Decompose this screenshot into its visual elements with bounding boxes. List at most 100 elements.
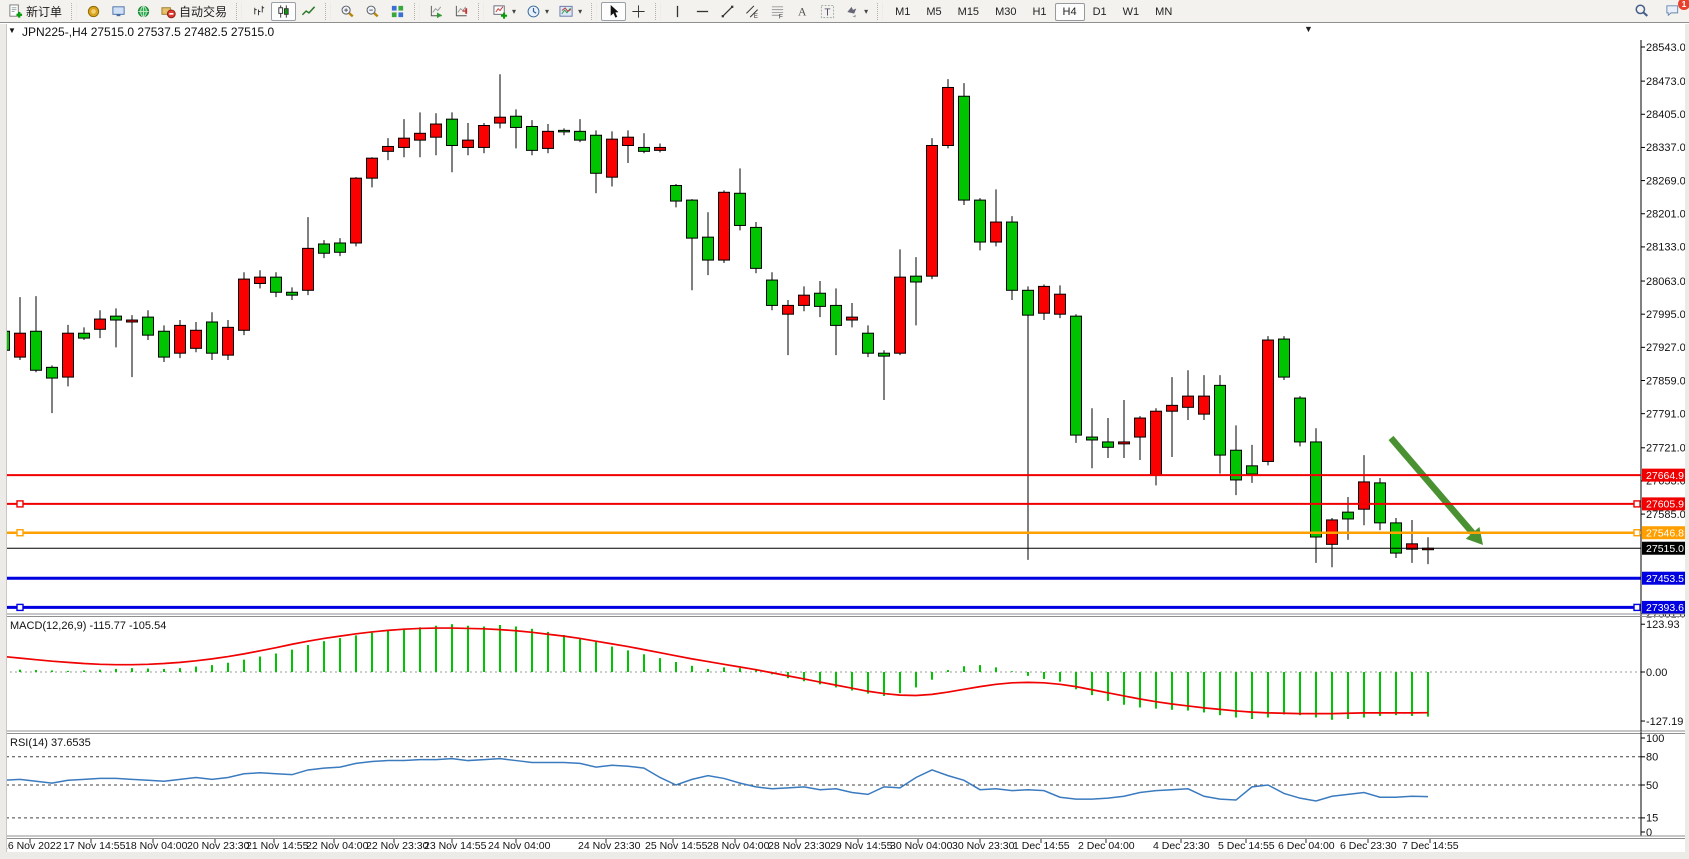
candle[interactable] — [1278, 338, 1290, 378]
candle[interactable] — [766, 279, 778, 306]
candle[interactable] — [366, 157, 378, 179]
candle[interactable] — [110, 315, 122, 321]
new-order-button[interactable]: 新订单 — [3, 2, 67, 21]
candle[interactable] — [174, 324, 186, 354]
candle[interactable] — [942, 86, 954, 146]
timeframe-button-d1[interactable]: D1 — [1092, 6, 1107, 18]
candle[interactable] — [398, 137, 410, 148]
candle[interactable] — [1038, 285, 1050, 314]
line-handle[interactable] — [16, 603, 24, 612]
shapes-tool-button[interactable]: ▾ — [840, 2, 873, 21]
candle[interactable] — [1022, 289, 1034, 316]
candle[interactable] — [574, 130, 586, 141]
chart-shift-marker-icon[interactable]: ▼ — [1304, 24, 1313, 34]
candle[interactable] — [1166, 404, 1178, 412]
candle[interactable] — [1358, 481, 1370, 510]
tile-windows-button[interactable] — [385, 2, 410, 21]
candle[interactable] — [14, 332, 26, 358]
candle[interactable] — [1246, 465, 1258, 475]
trendline-tool-button[interactable] — [715, 2, 740, 21]
candle[interactable] — [526, 125, 538, 151]
candle[interactable] — [638, 146, 650, 152]
candle[interactable] — [974, 199, 986, 243]
candle[interactable] — [1102, 441, 1114, 448]
candle[interactable] — [590, 134, 602, 174]
candle[interactable] — [1134, 417, 1146, 438]
line-handle[interactable] — [16, 529, 24, 537]
candle[interactable] — [318, 243, 330, 254]
candle[interactable] — [782, 304, 794, 315]
timeframe-button-m1[interactable]: M1 — [895, 6, 911, 18]
channel-tool-button[interactable]: E — [740, 2, 765, 21]
candle[interactable] — [894, 276, 906, 354]
fibonacci-tool-button[interactable]: F — [765, 2, 790, 21]
candle[interactable] — [302, 247, 314, 291]
candle[interactable] — [206, 321, 218, 354]
candle[interactable] — [830, 304, 842, 326]
text-tool-button[interactable]: A — [790, 2, 815, 21]
candle[interactable] — [846, 316, 858, 321]
candle[interactable] — [1390, 522, 1402, 554]
timeframe-button-mn[interactable]: MN — [1155, 6, 1173, 18]
candle[interactable] — [1118, 441, 1130, 445]
candle[interactable] — [334, 242, 346, 253]
strategy-tester-button[interactable] — [131, 2, 156, 21]
candle[interactable] — [414, 132, 426, 141]
main-price-panel[interactable] — [0, 74, 1434, 568]
search-button[interactable] — [1629, 1, 1654, 20]
candle[interactable] — [62, 332, 74, 378]
new-chart-button[interactable]: ▾ — [488, 2, 521, 21]
vertical-line-tool-button[interactable] — [665, 2, 690, 21]
bar-chart-mode-button[interactable] — [246, 2, 271, 21]
candle[interactable] — [910, 275, 922, 283]
candle[interactable] — [1006, 221, 1018, 291]
zoom-out-button[interactable] — [360, 2, 385, 21]
candle[interactable] — [1342, 511, 1354, 520]
candle[interactable] — [1054, 293, 1066, 315]
candle[interactable] — [382, 145, 394, 152]
candle[interactable] — [1198, 395, 1210, 415]
candle[interactable] — [606, 138, 618, 178]
timeframe-button-m15[interactable]: M15 — [957, 6, 980, 18]
candle[interactable] — [142, 316, 154, 336]
candle[interactable] — [862, 332, 874, 354]
candle[interactable] — [558, 129, 570, 133]
candle[interactable] — [1182, 395, 1194, 408]
candle[interactable] — [702, 236, 714, 261]
rsi-panel[interactable]: 100 80 50 15 0 — [0, 733, 1664, 839]
notifications-button[interactable]: 1 — [1660, 0, 1689, 20]
candle[interactable] — [478, 124, 490, 148]
chart-shift-button[interactable] — [449, 2, 474, 21]
chart-menu-arrow-icon[interactable]: ▼ — [8, 26, 16, 35]
line-handle[interactable] — [1633, 603, 1641, 612]
cursor-tool-button[interactable] — [601, 1, 627, 21]
candle[interactable] — [190, 329, 202, 349]
candle[interactable] — [94, 318, 106, 330]
candle[interactable] — [1406, 543, 1418, 550]
candle[interactable] — [798, 294, 810, 306]
candle[interactable] — [878, 352, 890, 357]
candle[interactable] — [286, 291, 298, 296]
line-handle[interactable] — [16, 500, 24, 508]
candle[interactable] — [926, 144, 938, 277]
line-chart-mode-button[interactable] — [296, 2, 321, 21]
timeframe-button-w1[interactable]: W1 — [1122, 6, 1140, 18]
line-handle[interactable] — [1633, 500, 1641, 508]
candle[interactable] — [686, 199, 698, 239]
candle[interactable] — [718, 191, 730, 261]
candlestick-mode-button[interactable] — [271, 1, 297, 21]
candle[interactable] — [1374, 482, 1386, 524]
candle[interactable] — [510, 115, 522, 128]
zoom-in-button[interactable] — [335, 2, 360, 21]
candle[interactable] — [126, 319, 138, 323]
candle[interactable] — [1150, 410, 1162, 476]
terminal-window-button[interactable] — [106, 2, 131, 21]
candle[interactable] — [1230, 449, 1242, 481]
candle[interactable] — [270, 276, 282, 293]
candle[interactable] — [958, 95, 970, 201]
timeframe-button-h4[interactable]: H4 — [1054, 3, 1085, 21]
down-arrow-annotation[interactable] — [1388, 435, 1476, 535]
candle[interactable] — [30, 330, 42, 371]
candle[interactable] — [734, 192, 746, 226]
horizontal-line-tool-button[interactable] — [690, 2, 715, 21]
